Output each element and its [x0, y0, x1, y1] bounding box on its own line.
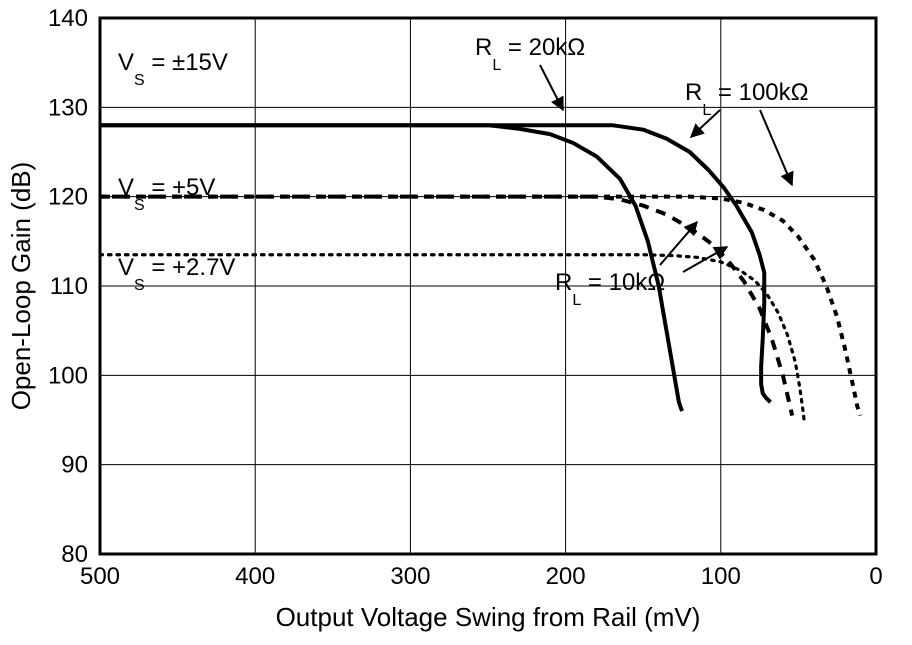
- x-axis-label: Output Voltage Swing from Rail (mV): [276, 602, 701, 632]
- y-axis-label: Open-Loop Gain (dB): [6, 162, 36, 411]
- y-tick-label: 90: [61, 452, 88, 479]
- chart-container: 50040030020010008090100110120130140Outpu…: [0, 0, 912, 645]
- x-tick-label: 0: [869, 563, 882, 590]
- x-tick-label: 200: [546, 563, 586, 590]
- y-tick-label: 80: [61, 541, 88, 568]
- y-tick-label: 100: [48, 362, 88, 389]
- x-tick-label: 300: [390, 563, 430, 590]
- x-tick-label: 100: [701, 563, 741, 590]
- y-tick-label: 140: [48, 5, 88, 32]
- y-tick-label: 110: [50, 273, 88, 300]
- x-tick-label: 400: [235, 563, 275, 590]
- line-chart: 50040030020010008090100110120130140Outpu…: [0, 0, 912, 645]
- y-tick-label: 130: [48, 94, 88, 121]
- y-tick-label: 120: [48, 184, 88, 211]
